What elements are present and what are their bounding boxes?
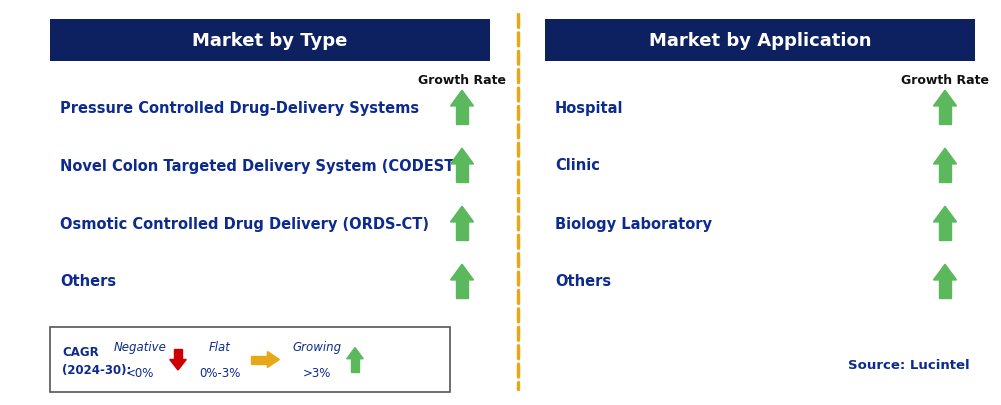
Bar <box>545 20 975 62</box>
Text: Growth Rate: Growth Rate <box>418 73 506 86</box>
Text: Source: Lucintel: Source: Lucintel <box>849 358 970 371</box>
Bar <box>939 280 951 298</box>
Text: <0%: <0% <box>126 366 154 379</box>
Text: Osmotic Controlled Drug Delivery (ORDS-CT): Osmotic Controlled Drug Delivery (ORDS-C… <box>60 216 429 231</box>
Polygon shape <box>934 149 957 164</box>
Bar <box>50 327 450 392</box>
Polygon shape <box>450 149 473 164</box>
Text: (2024-30):: (2024-30): <box>62 363 131 376</box>
Text: 0%-3%: 0%-3% <box>199 366 240 379</box>
Text: Market by Application: Market by Application <box>649 32 871 50</box>
Text: Flat: Flat <box>209 340 231 353</box>
Polygon shape <box>450 91 473 107</box>
Bar <box>456 280 467 298</box>
Text: Clinic: Clinic <box>555 158 600 173</box>
Polygon shape <box>450 207 473 222</box>
Bar <box>456 222 467 240</box>
Bar <box>351 359 359 371</box>
Text: Negative: Negative <box>113 340 166 353</box>
Text: Pressure Controlled Drug-Delivery Systems: Pressure Controlled Drug-Delivery System… <box>60 100 419 115</box>
Text: Novel Colon Targeted Delivery System (CODEST: Novel Colon Targeted Delivery System (CO… <box>60 158 454 173</box>
Polygon shape <box>170 360 186 370</box>
Bar <box>250 356 267 364</box>
Text: Market by Type: Market by Type <box>192 32 347 50</box>
Text: Others: Others <box>60 274 116 289</box>
Bar <box>939 222 951 240</box>
Text: Hospital: Hospital <box>555 100 624 115</box>
Polygon shape <box>267 352 279 368</box>
Polygon shape <box>934 207 957 222</box>
Text: >3%: >3% <box>303 366 331 379</box>
Bar <box>939 164 951 182</box>
Text: Others: Others <box>555 274 612 289</box>
Text: Biology Laboratory: Biology Laboratory <box>555 216 712 231</box>
Polygon shape <box>450 264 473 280</box>
Polygon shape <box>346 347 363 359</box>
Text: CAGR: CAGR <box>62 345 99 358</box>
Bar <box>50 20 490 62</box>
Bar <box>174 349 182 360</box>
Polygon shape <box>934 91 957 107</box>
Text: Growth Rate: Growth Rate <box>901 73 989 86</box>
Text: Growing: Growing <box>292 340 341 353</box>
Bar <box>456 107 467 124</box>
Bar <box>939 107 951 124</box>
Bar <box>456 164 467 182</box>
Polygon shape <box>934 264 957 280</box>
